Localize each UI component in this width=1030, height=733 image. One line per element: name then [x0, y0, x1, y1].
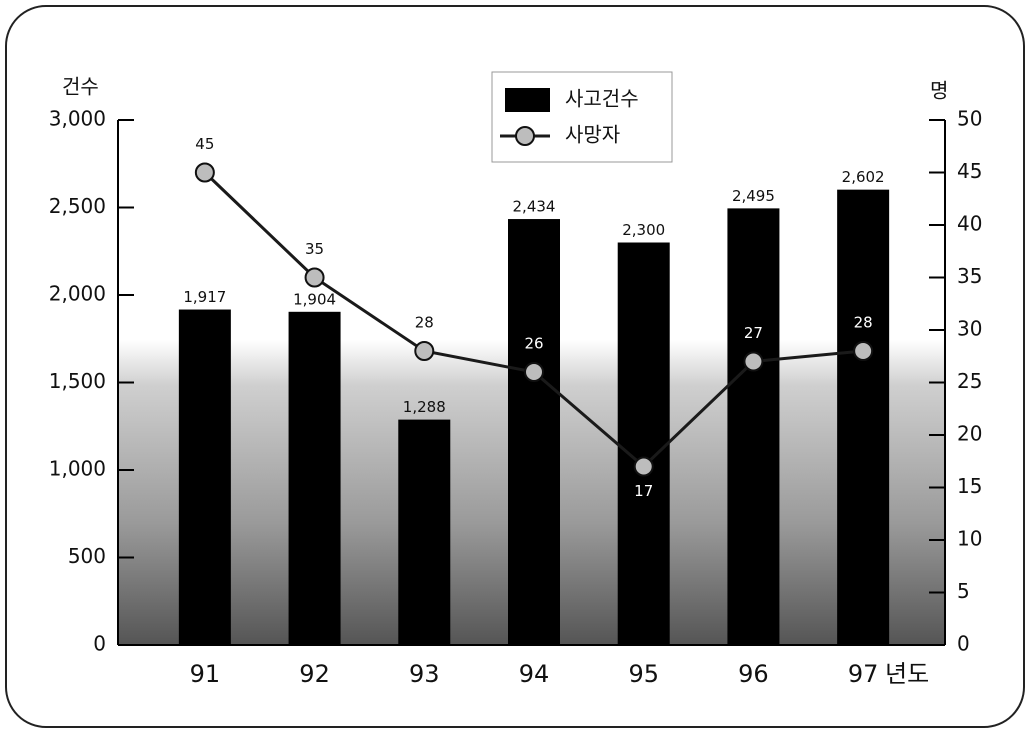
line-value-label: 27: [744, 324, 763, 342]
x-tick-label: 93: [409, 660, 440, 688]
bar: [178, 309, 231, 645]
y-tick-label: 500: [68, 544, 106, 568]
bar: [727, 208, 780, 645]
bar: [398, 419, 451, 645]
bar-value-label: 2,495: [732, 187, 775, 205]
y-tick-label: 3,000: [49, 107, 106, 131]
line-value-label: 28: [854, 314, 873, 332]
y-tick-label: 2,500: [49, 194, 106, 218]
y2-tick-label: 25: [957, 369, 982, 393]
y-axis-label: 건수: [62, 75, 99, 99]
line-marker: [524, 362, 544, 382]
y2-axis-label: 명: [930, 79, 948, 103]
y-tick-label: 2,000: [49, 282, 106, 306]
line-value-label: 45: [195, 135, 214, 153]
line-value-label: 26: [524, 335, 543, 353]
line-value-label: 28: [415, 314, 434, 332]
bar-value-label: 2,434: [513, 198, 556, 216]
y2-tick-label: 35: [957, 264, 982, 288]
y2-tick-label: 40: [957, 212, 982, 236]
bar-value-label: 1,904: [293, 290, 336, 308]
legend-label: 사고건수: [565, 87, 639, 111]
y2-tick-label: 0: [957, 632, 970, 656]
line-marker: [304, 267, 325, 288]
y2-tick-label: 30: [957, 317, 982, 341]
bar-value-label: 1,917: [183, 288, 226, 306]
x-axis-label: 년도: [885, 660, 929, 688]
x-tick-label: 95: [628, 660, 659, 688]
bar-value-label: 2,602: [842, 168, 885, 186]
y2-tick-label: 5: [957, 579, 970, 603]
x-tick-label: 92: [299, 660, 330, 688]
bar-value-label: 1,288: [403, 398, 446, 416]
legend-swatch: [515, 126, 535, 146]
bar: [288, 311, 341, 645]
y-tick-label: 0: [93, 632, 106, 656]
y-tick-label: 1,500: [49, 369, 106, 393]
y2-tick-label: 15: [957, 474, 982, 498]
y2-tick-label: 50: [957, 107, 982, 131]
bar: [617, 242, 670, 645]
line-marker: [194, 162, 215, 183]
y-tick-label: 1,000: [49, 457, 106, 481]
x-tick-label: 97: [848, 660, 879, 688]
legend-label: 사망자: [565, 123, 620, 147]
line-marker: [414, 341, 435, 361]
x-tick-label: 94: [519, 660, 550, 688]
x-tick-label: 96: [738, 660, 769, 688]
line-value-label: 35: [305, 240, 324, 258]
line-value-label: 17: [634, 482, 653, 500]
bar-value-label: 2,300: [622, 221, 665, 239]
bar: [837, 189, 890, 645]
x-tick-label: 91: [190, 660, 221, 688]
line-marker: [633, 456, 654, 477]
y2-tick-label: 10: [957, 527, 982, 551]
legend-box: [491, 71, 673, 163]
legend-swatch: [505, 88, 550, 112]
line-marker: [743, 351, 764, 372]
y2-tick-label: 20: [957, 422, 982, 446]
bar: [508, 219, 560, 646]
y2-tick-label: 45: [957, 159, 982, 183]
line-marker: [853, 341, 874, 361]
